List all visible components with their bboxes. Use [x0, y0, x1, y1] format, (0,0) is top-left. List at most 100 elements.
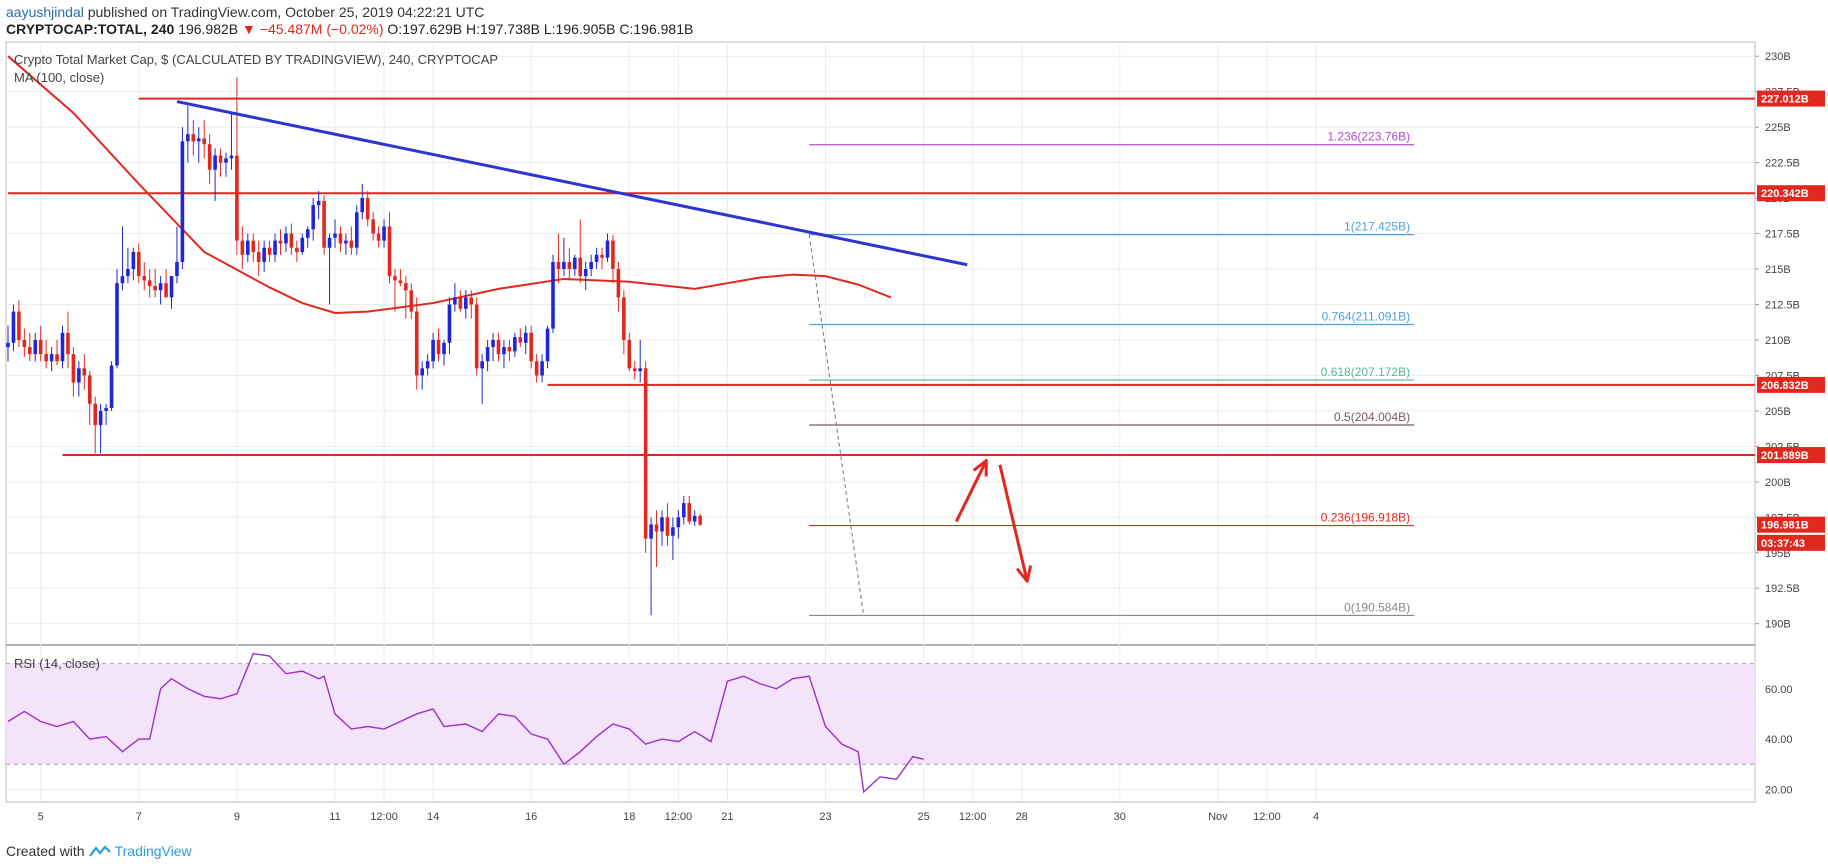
tradingview-brand[interactable]: TradingView — [114, 843, 192, 859]
fib-level-label: 1(217.425B) — [1344, 220, 1410, 234]
candle-body — [169, 276, 174, 298]
candle — [93, 396, 97, 454]
candle — [300, 233, 305, 255]
candle-body — [376, 233, 381, 241]
price-pane-title: Crypto Total Market Cap, $ (CALCULATED B… — [14, 52, 498, 67]
candle — [404, 276, 408, 319]
candle-body — [235, 155, 239, 241]
candle — [447, 297, 452, 355]
candle — [262, 240, 266, 272]
candle — [360, 183, 365, 220]
candle-body — [186, 134, 190, 142]
price-tick-label: 190B — [1765, 619, 1791, 631]
candle-body — [502, 347, 506, 355]
candle — [507, 339, 512, 362]
time-tick-label: 16 — [525, 811, 537, 823]
candle-body — [49, 354, 54, 362]
candle — [523, 325, 528, 355]
candle-body — [115, 283, 119, 366]
candle-body — [583, 269, 588, 277]
candle — [365, 190, 370, 227]
candle-body — [246, 240, 250, 255]
fib-level-label: 0.618(207.172B) — [1321, 365, 1410, 379]
candle — [622, 290, 626, 355]
candle — [169, 276, 174, 309]
author-link[interactable]: aayushjindal — [6, 4, 84, 20]
candle — [180, 127, 185, 270]
price-tick-label: 192.5B — [1765, 583, 1800, 595]
candle-body — [196, 138, 201, 142]
rsi-line — [7, 652, 924, 794]
candle-body — [414, 311, 419, 376]
candle — [55, 339, 59, 366]
publish-info: aayushjindal published on TradingView.co… — [6, 4, 484, 20]
candle — [338, 226, 343, 252]
time-tick-label: 9 — [234, 811, 240, 823]
candle — [175, 226, 179, 284]
fib-anchor-line — [808, 234, 865, 616]
candle — [409, 283, 414, 319]
candle — [398, 269, 403, 287]
candle — [578, 219, 583, 284]
time-tick-label: 12:00 — [1253, 811, 1281, 823]
candle-body — [82, 368, 87, 376]
candle-body — [398, 280, 403, 284]
candle-body — [496, 339, 501, 355]
candle-body — [425, 361, 430, 369]
candle-body — [649, 524, 653, 539]
candle-body — [469, 297, 474, 305]
price-tick-label: 217.5B — [1765, 229, 1800, 241]
level-price-badge-bg — [1757, 447, 1825, 464]
candle — [158, 276, 163, 305]
candle — [344, 233, 348, 255]
candle — [469, 290, 474, 319]
candle-body — [698, 515, 702, 525]
candle — [605, 233, 610, 262]
candle-body — [218, 155, 223, 163]
candle-body — [393, 276, 397, 281]
candle — [305, 226, 310, 248]
tradingview-logo-icon — [88, 845, 111, 857]
candle-body — [545, 328, 550, 362]
candle — [529, 325, 533, 369]
candle — [126, 247, 130, 284]
price-tick-label: 230B — [1765, 51, 1791, 63]
candle — [295, 240, 299, 262]
candle — [660, 510, 664, 546]
candle-body — [349, 240, 354, 248]
resistance-trendline — [176, 100, 968, 267]
candle-body — [305, 229, 310, 238]
current-price-badge-bg — [1757, 516, 1825, 533]
candle — [425, 354, 430, 376]
candle — [17, 300, 21, 348]
candle-body — [295, 247, 299, 252]
candle — [594, 247, 599, 270]
candle-body — [147, 280, 152, 287]
candle-body — [529, 332, 533, 362]
price-change: ▼ −45.487M (−0.02%) — [242, 21, 384, 37]
candle-body — [87, 375, 92, 404]
candle — [322, 195, 326, 255]
candle-body — [360, 198, 365, 213]
candle — [251, 233, 256, 262]
time-tick-label: 18 — [623, 811, 635, 823]
candle-body — [229, 155, 234, 159]
candle — [109, 361, 114, 411]
candle — [273, 233, 277, 262]
candle-body — [158, 283, 163, 291]
candle — [246, 233, 250, 262]
time-tick-label: 11 — [329, 811, 340, 823]
symbol: CRYPTOCAP:TOTAL, 240 — [6, 21, 175, 37]
fib-level-label: 0.764(211.091B) — [1322, 309, 1411, 323]
candle — [513, 332, 517, 357]
candle — [638, 339, 642, 383]
level-price-badge-text: 201.889B — [1761, 450, 1809, 462]
price-tick-label: 205B — [1765, 406, 1791, 418]
candle-body — [551, 261, 555, 329]
candle-body — [447, 304, 452, 343]
candle-body — [17, 311, 21, 340]
candle — [458, 290, 463, 312]
fib-level-label: 1.236(223.76B) — [1327, 130, 1410, 144]
candle — [38, 325, 43, 362]
